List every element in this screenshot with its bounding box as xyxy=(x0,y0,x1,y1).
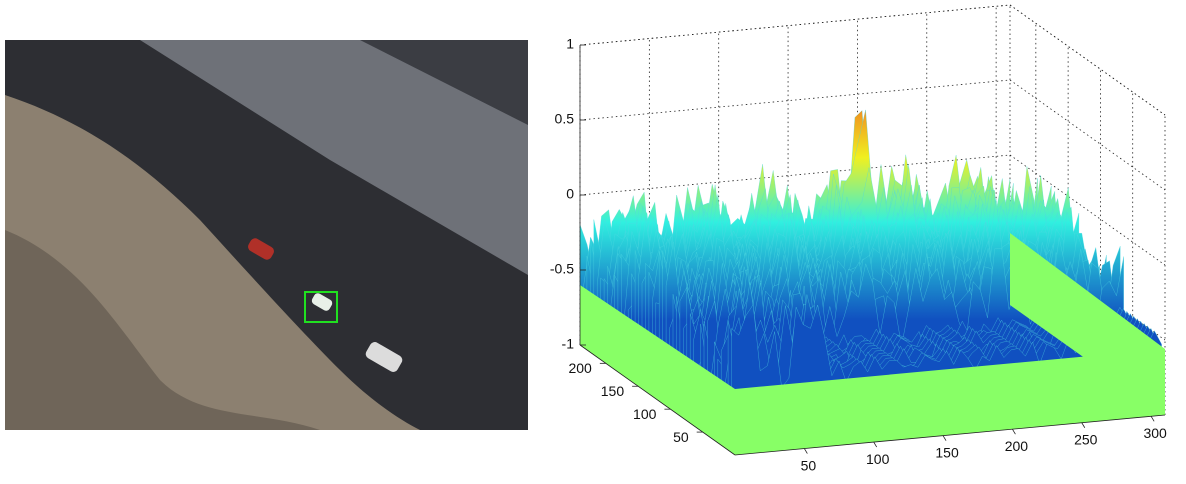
y-tick-label: 100 xyxy=(633,406,657,422)
box-edge xyxy=(1010,5,1165,115)
tick-mark xyxy=(1151,416,1154,421)
grid-line xyxy=(1010,80,1165,190)
tick-mark xyxy=(804,449,807,454)
box-edge xyxy=(580,5,1010,45)
z-tick-label: 0 xyxy=(566,186,574,202)
y-tick-label: 150 xyxy=(601,383,625,399)
x-tick-label: 250 xyxy=(1074,431,1098,447)
x-tick-label: 50 xyxy=(801,457,817,473)
z-tick-label: -0.5 xyxy=(550,261,574,277)
x-tick-label: 150 xyxy=(935,444,959,460)
tick-mark xyxy=(874,442,877,447)
z-tick-label: -1 xyxy=(562,336,575,352)
aerial-photo xyxy=(5,40,528,430)
grid-line xyxy=(580,5,1010,45)
x-tick-label: 300 xyxy=(1143,425,1167,441)
grid-line xyxy=(580,80,1010,120)
figure: 50 100 150 200 250 300 50 100 150 200 -1 -0.5 0 0.5 1 xyxy=(0,0,1186,479)
y-tick-label: 50 xyxy=(673,429,689,445)
tick-mark xyxy=(1082,423,1085,428)
z-tick-label: 0.5 xyxy=(555,111,575,127)
surface-plot: 50 100 150 200 250 300 50 100 150 200 -1 -0.5 0 0.5 1 xyxy=(550,5,1167,473)
tick-mark xyxy=(1012,429,1015,434)
x-tick-label: 200 xyxy=(1005,438,1029,454)
x-tick-label: 100 xyxy=(866,451,890,467)
z-tick-label: 1 xyxy=(566,36,574,52)
y-tick-label: 200 xyxy=(568,360,592,376)
page: {"chart_data": {"type": "surface3d", "xl… xyxy=(0,0,1186,479)
tick-mark xyxy=(943,436,946,441)
